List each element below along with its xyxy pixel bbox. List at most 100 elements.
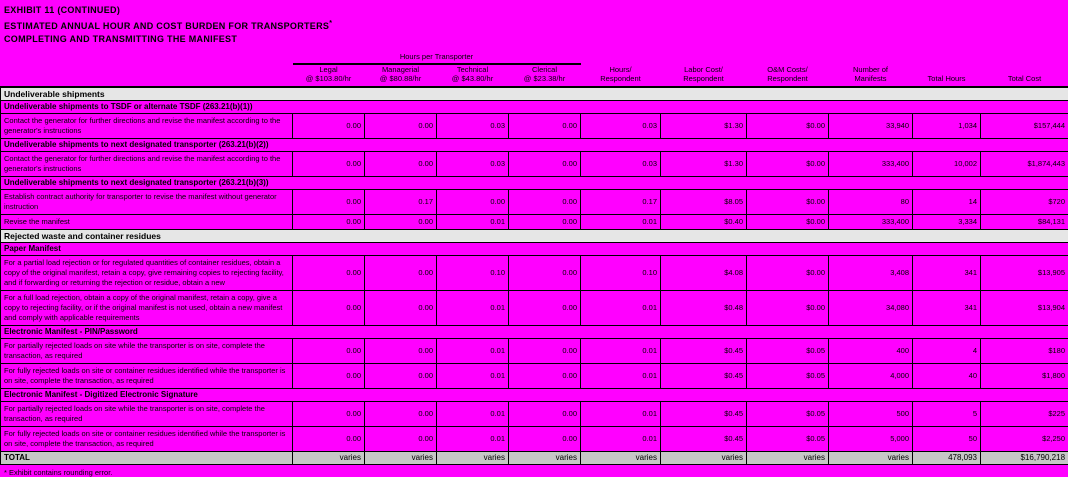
cell-value: $0.48 — [661, 290, 747, 325]
column-header-label: Managerial — [366, 65, 436, 75]
column-header-label: Total Hours — [914, 74, 980, 84]
row-label: Contact the generator for further direct… — [1, 151, 293, 176]
table-row: Contact the generator for further direct… — [1, 113, 1068, 138]
section-label: Undeliverable shipments — [1, 87, 1068, 101]
cell-value: 0.10 — [581, 255, 661, 290]
column-header-label: Technical — [438, 65, 508, 75]
cell-value: 0.10 — [437, 255, 509, 290]
activity-column-header — [1, 64, 293, 87]
table-row: For a partial load rejection or for regu… — [1, 255, 1068, 290]
cell-value: 0.01 — [437, 290, 509, 325]
cell-value: 0.00 — [293, 426, 365, 451]
row-label: Establish contract authority for transpo… — [1, 189, 293, 214]
cell-value: 0.00 — [365, 214, 437, 229]
cell-value: 0.00 — [293, 113, 365, 138]
cell-value: 500 — [829, 401, 913, 426]
column-header-sublabel: @ $80.88/hr — [366, 74, 436, 84]
column-header-label: Clerical — [510, 65, 580, 75]
column-header: Legal@ $103.80/hr — [293, 64, 365, 87]
column-header-sublabel: @ $23.38/hr — [510, 74, 580, 84]
table-row: Contact the generator for further direct… — [1, 151, 1068, 176]
cell-value: $180 — [981, 338, 1068, 363]
total-cell-value: varies — [293, 451, 365, 464]
section-label: Rejected waste and container residues — [1, 229, 1068, 242]
cell-value: $13,905 — [981, 255, 1068, 290]
cell-value: $1,800 — [981, 363, 1068, 388]
spanner-row: Hours per Transporter — [1, 52, 1068, 64]
cell-value: 0.01 — [437, 214, 509, 229]
column-header-sublabel: Manifests — [830, 74, 912, 84]
cell-value: 4,000 — [829, 363, 913, 388]
cell-value: 0.03 — [437, 151, 509, 176]
cell-value: 0.00 — [293, 363, 365, 388]
subheader-row: Electronic Manifest - PIN/Password — [1, 325, 1068, 338]
row-label: For fully rejected loads on site or cont… — [1, 426, 293, 451]
cell-value: 1,034 — [913, 113, 981, 138]
cell-value: 5,000 — [829, 426, 913, 451]
cell-value: 0.00 — [365, 363, 437, 388]
cell-value: 333,400 — [829, 151, 913, 176]
column-header-sublabel: @ $103.80/hr — [294, 74, 364, 84]
cell-value: 14 — [913, 189, 981, 214]
cell-value: 34,080 — [829, 290, 913, 325]
cell-value: $225 — [981, 401, 1068, 426]
cell-value: 0.01 — [581, 214, 661, 229]
table-row: For fully rejected loads on site or cont… — [1, 426, 1068, 451]
cell-value: 0.00 — [365, 338, 437, 363]
cell-value: 0.00 — [509, 401, 581, 426]
cell-value: $2,250 — [981, 426, 1068, 451]
cell-value: 0.00 — [509, 290, 581, 325]
row-label: For a partial load rejection or for regu… — [1, 255, 293, 290]
table-row: For fully rejected loads on site or cont… — [1, 363, 1068, 388]
exhibit-title: EXHIBIT 11 (CONTINUED) — [4, 4, 1068, 17]
cell-value: $4.08 — [661, 255, 747, 290]
row-label: Revise the manifest — [1, 214, 293, 229]
cell-value: 0.00 — [365, 426, 437, 451]
cell-value: 0.01 — [581, 401, 661, 426]
cell-value: 0.01 — [437, 426, 509, 451]
cell-value: $0.00 — [747, 189, 829, 214]
row-label: For partially rejected loads on site whi… — [1, 401, 293, 426]
cell-value: 0.00 — [509, 426, 581, 451]
cell-value: 0.00 — [509, 255, 581, 290]
row-label: Contact the generator for further direct… — [1, 113, 293, 138]
cell-value: 0.01 — [581, 426, 661, 451]
subheader-label: Undeliverable shipments to TSDF or alter… — [1, 100, 1068, 113]
total-cell-value: $16,790,218 — [981, 451, 1068, 464]
exhibit-subtitle: ESTIMATED ANNUAL HOUR AND COST BURDEN FO… — [4, 17, 1068, 33]
column-header: O&M Costs/Respondent — [747, 64, 829, 87]
footnote: * Exhibit contains rounding error. — [0, 465, 1068, 477]
cell-value: $0.45 — [661, 426, 747, 451]
total-cell-value: varies — [747, 451, 829, 464]
cell-value: $0.05 — [747, 426, 829, 451]
cell-value: 0.00 — [509, 113, 581, 138]
table-row: Establish contract authority for transpo… — [1, 189, 1068, 214]
column-header: Hours/Respondent — [581, 64, 661, 87]
cell-value: 40 — [913, 363, 981, 388]
section-row: Rejected waste and container residues — [1, 229, 1068, 242]
cell-value: $0.00 — [747, 151, 829, 176]
cell-value: 0.17 — [365, 189, 437, 214]
cell-value: $0.05 — [747, 401, 829, 426]
cell-value: 0.00 — [509, 338, 581, 363]
cell-value: 80 — [829, 189, 913, 214]
column-header-sublabel: @ $43.80/hr — [438, 74, 508, 84]
column-header-label: O&M Costs/ — [748, 65, 828, 75]
subheader-row: Undeliverable shipments to next designat… — [1, 138, 1068, 151]
cell-value: 0.00 — [365, 151, 437, 176]
cell-value: 0.01 — [581, 363, 661, 388]
subheader-row: Paper Manifest — [1, 242, 1068, 255]
cell-value: $8.05 — [661, 189, 747, 214]
column-header-label: Legal — [294, 65, 364, 75]
spanner-spacer-right — [581, 52, 1068, 64]
cell-value: $0.00 — [747, 113, 829, 138]
cell-value: 0.01 — [581, 290, 661, 325]
cell-value: 333,400 — [829, 214, 913, 229]
subheader-row: Undeliverable shipments to TSDF or alter… — [1, 100, 1068, 113]
total-cell-value: varies — [581, 451, 661, 464]
cell-value: 0.00 — [365, 401, 437, 426]
cell-value: 0.00 — [293, 401, 365, 426]
cell-value: $0.05 — [747, 363, 829, 388]
